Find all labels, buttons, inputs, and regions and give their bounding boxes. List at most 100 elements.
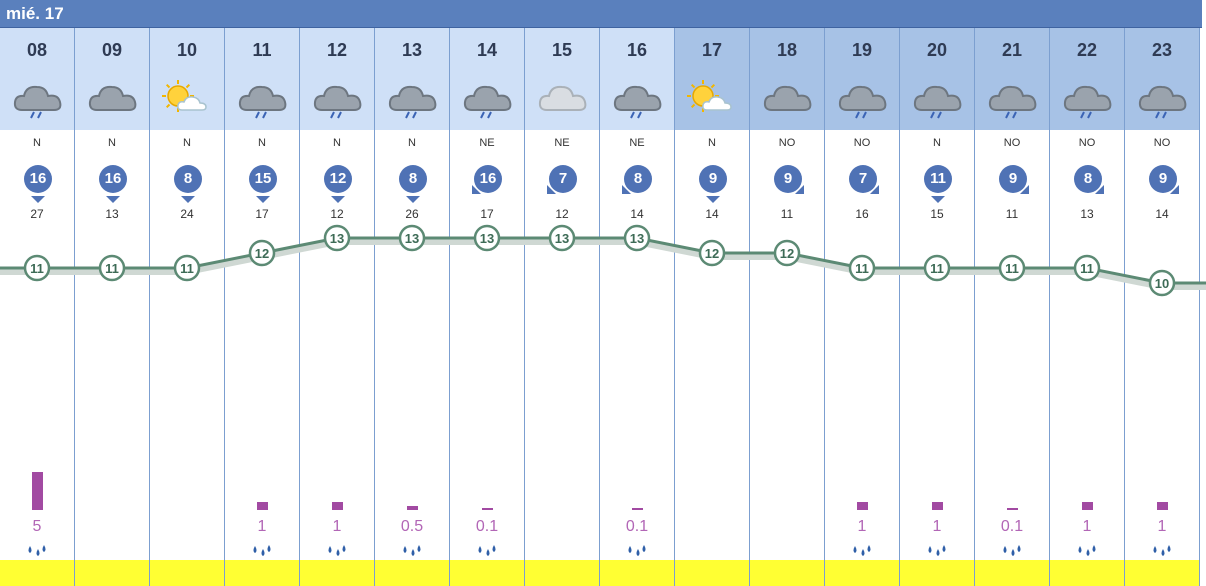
wind-direction: N: [333, 137, 341, 149]
wind-gust: 12: [555, 207, 569, 221]
rain-amount: 5: [32, 518, 42, 535]
bottom-band: [375, 560, 449, 586]
bottom-band: [750, 560, 824, 586]
bottom-band: [225, 560, 299, 586]
bottom-band: [0, 560, 74, 586]
wind-speed-badge: 15: [249, 165, 277, 193]
hour-label: 16: [626, 40, 648, 60]
hour-label: 20: [926, 40, 948, 60]
wind-speed-badge: 8: [399, 165, 427, 193]
wind-direction: N: [408, 137, 416, 149]
rain-amount: 1: [332, 518, 342, 535]
hour-column: 15 NE 7 12: [525, 28, 600, 586]
wind-direction: N: [183, 137, 191, 149]
wind-speed-badge: 16: [99, 165, 127, 193]
rain-cloud-icon: [613, 85, 662, 119]
hour-header: 08: [0, 28, 74, 130]
wind-direction: NO: [778, 137, 796, 149]
wind-arrow-icon: [406, 196, 420, 203]
rain-cloud-icon: [388, 85, 437, 119]
temperature-label: 10: [1155, 276, 1169, 291]
hour-header: 16: [600, 28, 674, 130]
temperature-point: 11: [173, 254, 201, 282]
rain-drops-icon: [1078, 545, 1096, 556]
wind-direction: N: [708, 137, 716, 149]
sun-cloud-icon: [162, 80, 207, 112]
wind-arrow-icon: [31, 196, 45, 203]
cloud-icon: [88, 85, 137, 111]
temperature-point: 11: [23, 254, 51, 282]
wind-speed-badge: 12: [324, 165, 352, 193]
bottom-band: [150, 560, 224, 586]
wind-speed-badge: 9: [699, 165, 727, 193]
temperature-point: 13: [323, 224, 351, 252]
hour-header: 11: [225, 28, 299, 130]
wind-direction: NE: [554, 137, 570, 149]
column-divider: [599, 28, 600, 586]
temperature-marker: [23, 254, 51, 282]
light-cloud-icon: [538, 85, 587, 111]
wind-gust: 14: [630, 207, 644, 221]
wind-arrow-icon: [931, 196, 945, 203]
temperature-marker: [1148, 269, 1176, 297]
temperature-marker: [398, 224, 426, 252]
temperature-label: 11: [180, 261, 194, 276]
temperature-marker: [173, 254, 201, 282]
hour-label: 21: [1001, 40, 1023, 60]
hour-header: 23: [1125, 28, 1199, 130]
hour-label: 14: [476, 40, 498, 60]
temperature-point: 11: [1073, 254, 1101, 282]
hour-header: 20: [900, 28, 974, 130]
temperature-point: 13: [398, 224, 426, 252]
bottom-band: [75, 560, 149, 586]
column-divider: [824, 28, 825, 586]
wind-direction: N: [258, 137, 266, 149]
temperature-label: 11: [855, 261, 869, 276]
hour-header: 19: [825, 28, 899, 130]
hour-header: 18: [750, 28, 824, 130]
temperature-point: 10: [1148, 269, 1176, 297]
wind-arrow-icon: [622, 185, 631, 194]
rain-bar: [857, 502, 868, 510]
rain-bar: [332, 502, 343, 510]
bottom-band: [825, 560, 899, 586]
wind-gust: 14: [705, 207, 719, 221]
rain-cloud-icon: [313, 85, 362, 119]
wind-gust: 27: [30, 207, 44, 221]
temperature-point: 11: [98, 254, 126, 282]
wind-direction: NO: [1078, 137, 1096, 149]
temperature-label: 13: [405, 231, 419, 246]
temperature-label: 11: [930, 261, 944, 276]
temperature-label: 11: [105, 261, 119, 276]
column-divider: [74, 28, 75, 586]
hour-label: 09: [101, 40, 123, 60]
bottom-band: [600, 560, 674, 586]
hour-column: 12 N 12 12 1: [300, 28, 375, 586]
temperature-marker: [248, 239, 276, 267]
day-label: mié. 17: [6, 4, 64, 23]
wind-gust: 24: [180, 207, 194, 221]
rain-drops-icon: [1003, 545, 1021, 556]
column-divider: [1124, 28, 1125, 586]
hour-header: 21: [975, 28, 1049, 130]
wind-gust: 12: [330, 207, 344, 221]
sun-cloud-icon: [687, 80, 732, 112]
rain-amount: 0.1: [625, 518, 649, 535]
wind-gust: 13: [105, 207, 119, 221]
wind-arrow-icon: [106, 196, 120, 203]
rain-bar: [632, 508, 643, 510]
hour-column: 16 NE 8 14 0.1: [600, 28, 675, 586]
rain-cloud-icon: [913, 85, 962, 119]
hour-header: 15: [525, 28, 599, 130]
hour-column: 20 N 11 15 1: [900, 28, 975, 586]
wind-gust: 26: [405, 207, 419, 221]
column-divider: [749, 28, 750, 586]
rain-drops-icon: [928, 545, 946, 556]
rain-bar: [257, 502, 268, 510]
hour-header: 09: [75, 28, 149, 130]
hour-label: 12: [326, 40, 348, 60]
rain-amount: 1: [1157, 518, 1167, 535]
hour-column: 08 N 16 27 5: [0, 28, 75, 586]
rain-amount: 0.5: [400, 518, 424, 535]
hour-column: 23 NO 9 14 1: [1125, 28, 1200, 586]
